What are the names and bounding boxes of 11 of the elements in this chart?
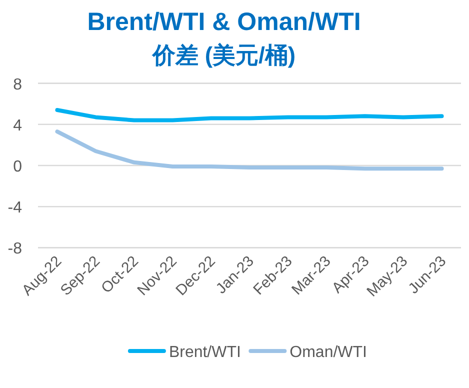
y-tick-label: -8 <box>8 240 22 258</box>
legend-label: Oman/WTI <box>290 344 367 361</box>
chart-title: Brent/WTI & Oman/WTI <box>87 8 361 36</box>
y-tick-label: -4 <box>8 200 22 217</box>
legend-label: Brent/WTI <box>168 344 241 361</box>
line-series <box>55 108 444 122</box>
y-tick-label: 8 <box>13 76 22 94</box>
line-series <box>55 130 444 171</box>
y-tick-label: 4 <box>13 117 22 134</box>
y-tick-label: 0 <box>13 158 22 176</box>
chart-subtitle: 价差 (美元/桶) <box>151 42 296 68</box>
